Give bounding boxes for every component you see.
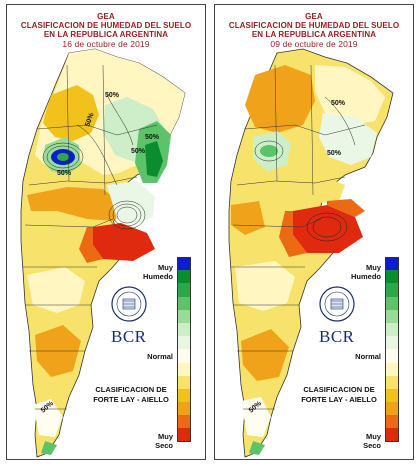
header-line-2: CLASIFICACION DE HUMEDAD DEL SUELO bbox=[20, 21, 192, 30]
map-panel-right: 50% 50% 50% GEA CLASIFICACION DE HUMEDAD… bbox=[214, 4, 414, 460]
header-line-1: GEA bbox=[305, 12, 323, 21]
map-date: 09 de octubre de 2019 bbox=[270, 39, 358, 49]
bcr-seal-logo bbox=[111, 286, 147, 322]
legend-label-humedo: Humedo bbox=[143, 272, 173, 281]
contour-lines bbox=[42, 94, 146, 230]
legend-swatch bbox=[177, 402, 191, 416]
header-line-3: EN LA REPUBLICA ARGENTINA bbox=[43, 30, 169, 39]
region-north-orange bbox=[245, 65, 315, 133]
contour-label: 50% bbox=[131, 148, 146, 155]
region-north-yellow bbox=[315, 65, 385, 125]
legend-swatch bbox=[177, 349, 191, 363]
legend-swatch bbox=[385, 415, 399, 429]
legend-swatch bbox=[177, 309, 191, 323]
legend-swatch bbox=[177, 415, 191, 429]
classification-caption: CLASIFICACION DE FORTE LAY - AIELLO bbox=[79, 385, 183, 405]
legend-label-normal: Normal bbox=[355, 352, 381, 361]
contour-label: 50% bbox=[105, 92, 120, 99]
classification-line-2: FORTE LAY - AIELLO bbox=[93, 395, 169, 404]
region-very-dry bbox=[93, 223, 155, 261]
soil-moisture-map-right: 50% 50% 50% bbox=[228, 48, 394, 458]
region-south-pale bbox=[33, 399, 63, 437]
region-mesopotamia-dark bbox=[145, 141, 163, 177]
legend-swatch bbox=[385, 428, 399, 442]
legend-swatch bbox=[177, 257, 191, 271]
contour-lines bbox=[254, 96, 356, 242]
color-legend bbox=[385, 257, 399, 442]
region-patagonia-pale bbox=[27, 267, 85, 313]
classification-line-2: FORTE LAY - AIELLO bbox=[301, 395, 377, 404]
legend-swatch bbox=[385, 336, 399, 350]
region-patagonia-pale bbox=[235, 261, 295, 311]
legend-swatch bbox=[177, 296, 191, 310]
legend-label-muy-humedo: Muy bbox=[158, 263, 173, 272]
legend-swatch bbox=[177, 336, 191, 350]
legend-swatch bbox=[385, 322, 399, 337]
legend-swatch bbox=[385, 257, 399, 271]
legend-swatch bbox=[177, 388, 191, 403]
region-north-yellow bbox=[43, 85, 99, 141]
legend-swatch bbox=[385, 270, 399, 284]
region-patagonia-orange bbox=[241, 329, 289, 381]
soil-moisture-map-left: 50% 50% 50% 50% 50% 50% bbox=[20, 48, 186, 458]
contour-label: 50% bbox=[84, 111, 96, 127]
legend-swatch bbox=[385, 309, 399, 323]
region-very-dry bbox=[293, 205, 363, 253]
color-legend bbox=[177, 257, 191, 442]
legend-label-muy-humedo: Muy bbox=[366, 263, 381, 272]
legend-swatch bbox=[177, 362, 191, 376]
region-west-orange bbox=[231, 201, 265, 235]
classification-caption: CLASIFICACION DE FORTE LAY - AIELLO bbox=[287, 385, 391, 405]
province-boundaries bbox=[23, 64, 158, 410]
legend-swatch bbox=[177, 270, 191, 284]
legend-label-normal: Normal bbox=[147, 352, 173, 361]
bcr-logo-text: BCR bbox=[111, 327, 147, 346]
contour-label: 50% bbox=[145, 134, 160, 141]
legend-label-seco: Seco bbox=[363, 441, 381, 450]
region-chaco-pale bbox=[319, 113, 377, 165]
legend-label-humedo: Humedo bbox=[351, 272, 381, 281]
contour-label: 50% bbox=[57, 170, 72, 177]
legend-label-seco: Seco bbox=[155, 441, 173, 450]
legend-swatch bbox=[385, 402, 399, 416]
region-pampa-orange bbox=[27, 187, 123, 221]
province-boundaries bbox=[231, 64, 366, 410]
legend-swatch bbox=[177, 322, 191, 337]
legend-swatch bbox=[385, 375, 399, 389]
classification-line-1: CLASIFICACION DE bbox=[303, 385, 375, 394]
header-line-1: GEA bbox=[97, 12, 115, 21]
legend-swatch bbox=[177, 375, 191, 389]
bcr-logo-text: BCR bbox=[319, 327, 355, 346]
legend-swatch bbox=[385, 388, 399, 403]
legend-swatch bbox=[177, 428, 191, 442]
contour-label: 50% bbox=[327, 150, 342, 157]
map-date: 16 de octubre de 2019 bbox=[62, 39, 150, 49]
contour-label: 50% bbox=[331, 100, 346, 107]
region-center-yellow bbox=[235, 171, 345, 205]
bcr-seal-logo bbox=[319, 286, 355, 322]
header-line-3: EN LA REPUBLICA ARGENTINA bbox=[251, 30, 377, 39]
legend-swatch bbox=[177, 283, 191, 297]
map-panel-left: 50% 50% 50% 50% 50% 50% GEA CLASIFICACIO… bbox=[6, 4, 206, 460]
legend-label-muy-seco: Muy bbox=[366, 432, 381, 441]
legend-swatch bbox=[385, 296, 399, 310]
header-line-2: CLASIFICACION DE HUMEDAD DEL SUELO bbox=[228, 21, 400, 30]
legend-swatch bbox=[385, 283, 399, 297]
legend-swatch bbox=[385, 362, 399, 376]
classification-line-1: CLASIFICACION DE bbox=[95, 385, 167, 394]
legend-swatch bbox=[385, 349, 399, 363]
region-buenos-aires-pale bbox=[107, 181, 155, 225]
legend-label-muy-seco: Muy bbox=[158, 432, 173, 441]
